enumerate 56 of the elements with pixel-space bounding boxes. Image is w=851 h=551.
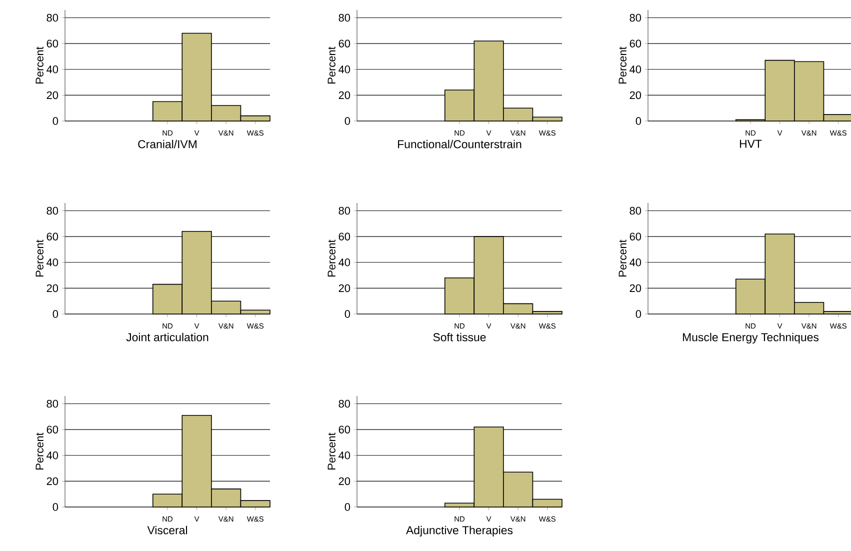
y-tick-label: 60: [338, 232, 350, 240]
x-axis-title: Functional/Counterstrain: [398, 140, 522, 148]
y-tick-label: 80: [338, 400, 350, 408]
y-tick-label: 0: [344, 503, 350, 511]
y-tick-label: 20: [338, 91, 350, 100]
y-axis-title: Percent: [618, 46, 626, 84]
y-tick-label: 20: [630, 284, 642, 292]
y-tick-label: 80: [630, 206, 642, 215]
y-tick-label: 80: [46, 400, 58, 408]
y-tick-label: 40: [46, 452, 58, 460]
x-axis-title: HVT: [740, 140, 762, 148]
y-tick-label: 60: [46, 232, 58, 240]
y-tick-label: 0: [52, 310, 58, 318]
y-tick-label: 0: [636, 310, 642, 318]
y-axis-title: Percent: [328, 46, 336, 84]
y-tick-label: 60: [338, 426, 350, 434]
x-axis-title: Soft tissue: [433, 332, 486, 342]
y-axis-title: Percent: [328, 240, 336, 276]
y-tick-label: 0: [344, 117, 350, 125]
y-tick-label: 40: [630, 258, 642, 266]
y-tick-label: 80: [338, 206, 350, 215]
y-tick-label: 80: [46, 206, 58, 215]
y-tick-label: 60: [338, 40, 350, 48]
y-tick-label: 40: [46, 258, 58, 266]
x-axis-title: Adjunctive Therapies: [406, 526, 513, 537]
y-tick-label: 40: [46, 66, 58, 74]
y-tick-label: 0: [52, 503, 58, 511]
y-axis-title: Percent: [36, 46, 44, 84]
y-tick-label: 20: [46, 477, 58, 486]
y-tick-label: 60: [630, 40, 642, 48]
y-tick-label: 40: [338, 66, 350, 74]
y-axis-title: Percent: [618, 240, 626, 276]
y-tick-label: 0: [52, 117, 58, 125]
y-axis-title: Percent: [36, 240, 44, 276]
x-axis-title: Muscle Energy Techniques: [682, 332, 819, 344]
y-tick-label: 60: [46, 40, 58, 48]
y-tick-label: 60: [630, 232, 642, 240]
y-tick-label: 20: [338, 477, 350, 486]
y-tick-label: 0: [344, 310, 350, 318]
x-axis-title: Cranial/IVM: [138, 140, 196, 148]
y-tick-label: 60: [46, 426, 58, 434]
y-tick-label: 0: [636, 117, 642, 125]
x-axis-title: Joint articulation: [126, 332, 208, 342]
y-tick-label: 40: [338, 452, 350, 460]
y-tick-label: 20: [46, 284, 58, 292]
y-axis-title: Percent: [328, 432, 336, 470]
y-tick-label: 40: [630, 66, 642, 74]
y-tick-label: 80: [46, 14, 58, 22]
y-tick-label: 80: [630, 14, 642, 22]
y-tick-label: 80: [338, 14, 350, 22]
y-axis-title: Percent: [36, 432, 44, 470]
x-axis-title: Visceral: [147, 526, 187, 534]
y-tick-label: 20: [46, 91, 58, 100]
y-tick-label: 40: [338, 258, 350, 266]
y-tick-label: 20: [338, 284, 350, 292]
y-tick-label: 20: [630, 91, 642, 100]
